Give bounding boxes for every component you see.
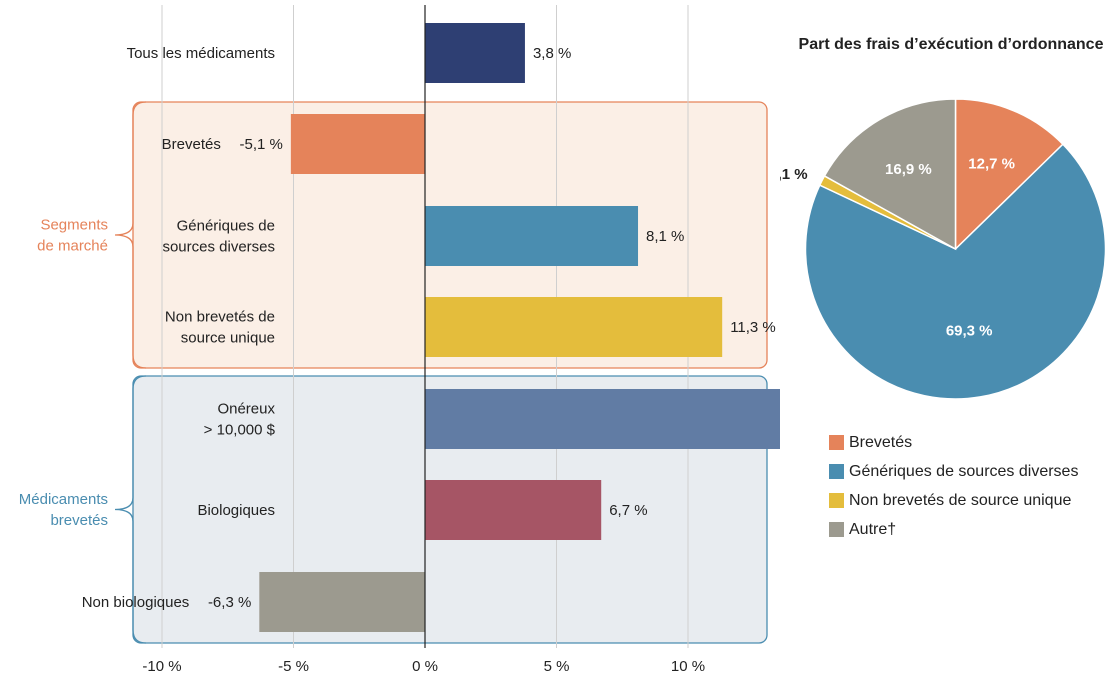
- legend-swatch: [829, 464, 844, 479]
- tick-label: -5 %: [278, 658, 309, 675]
- tick-label: 0 %: [412, 658, 438, 675]
- category-label: Génériques de: [177, 218, 275, 235]
- pie-slice-label: 1,1 %: [780, 166, 808, 183]
- legend-item: Non brevetés de source unique: [829, 486, 1078, 515]
- group-label: de marché: [37, 238, 108, 255]
- category-label: Non brevetés de: [165, 309, 275, 326]
- data-label: -6,3 %: [208, 594, 251, 611]
- bar: [425, 23, 525, 83]
- bar: [425, 389, 780, 449]
- bar-chart: Segments de marché Médicaments brevetés 3,8 …: [19, 5, 780, 675]
- data-label: 11,3 %: [730, 319, 776, 336]
- bar: [425, 480, 602, 540]
- tick-label: 5 %: [544, 658, 570, 675]
- legend-label: Brevetés: [849, 433, 913, 451]
- category-label: > 10,000 $: [204, 422, 276, 439]
- pie-title: Part des frais d’exécution d’ordonnance: [799, 36, 1104, 53]
- pie-chart: Part des frais d’exécution d’ordonnance 1…: [780, 36, 1107, 400]
- pie-legend: Brevetés Génériques de sources diverses No…: [829, 428, 1078, 544]
- bar: [425, 206, 639, 266]
- data-label: -5,1 %: [240, 136, 283, 153]
- tick-label: 10 %: [671, 658, 705, 675]
- legend-swatch: [829, 435, 844, 450]
- bar: [259, 572, 425, 632]
- data-label: 6,7 %: [609, 502, 647, 519]
- category-label: source unique: [181, 330, 275, 347]
- legend-swatch: [829, 522, 844, 537]
- pie-slice-label: 16,9 %: [885, 161, 932, 178]
- group-brace-0: [114, 101, 147, 369]
- legend-label: Génériques de sources diverses: [849, 462, 1079, 480]
- pie-slice: [804, 143, 1107, 400]
- pie-slice: [954, 98, 1064, 251]
- data-label: 8,1 %: [646, 228, 684, 245]
- legend-label: Non brevetés de source unique: [849, 491, 1072, 509]
- group-label: Segments: [40, 217, 108, 234]
- group-label: Médicaments: [19, 491, 108, 508]
- category-label: Onéreux: [217, 401, 275, 418]
- group-brace-1: [114, 375, 147, 644]
- tick-label: -10 %: [142, 658, 181, 675]
- group-label: brevetés: [50, 512, 108, 529]
- category-label: Tous les médicaments: [127, 45, 275, 62]
- bar: [290, 114, 425, 174]
- legend-item: Autre†: [829, 515, 1078, 544]
- legend-item: Génériques de sources diverses: [829, 457, 1078, 486]
- data-label: 3,8 %: [533, 45, 571, 62]
- pie-slice: [823, 98, 957, 251]
- legend-swatch: [829, 493, 844, 508]
- category-label: sources diverses: [162, 239, 275, 256]
- pie-slice-label: 12,7 %: [968, 155, 1015, 172]
- category-label: Non biologiques: [82, 594, 190, 611]
- category-label: Biologiques: [197, 502, 275, 519]
- bar: [425, 297, 723, 357]
- legend-label: Autre†: [849, 520, 897, 538]
- pie-slice-label: 69,3 %: [946, 322, 993, 339]
- legend-item: Brevetés: [829, 428, 1078, 457]
- category-label: Brevetés: [162, 136, 221, 153]
